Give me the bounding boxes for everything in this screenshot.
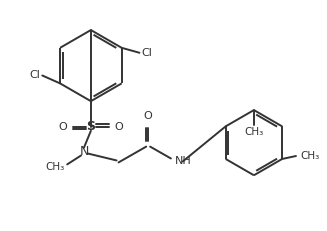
Text: S: S [86, 120, 95, 133]
Text: CH₃: CH₃ [244, 127, 264, 137]
Text: Cl: Cl [142, 48, 152, 58]
Text: O: O [144, 111, 153, 121]
Text: O: O [59, 122, 67, 132]
Text: Cl: Cl [29, 70, 40, 80]
Text: CH₃: CH₃ [300, 151, 319, 161]
Text: NH: NH [175, 156, 192, 167]
Text: O: O [114, 122, 123, 132]
Text: CH₃: CH₃ [45, 162, 64, 172]
Text: N: N [79, 145, 89, 158]
